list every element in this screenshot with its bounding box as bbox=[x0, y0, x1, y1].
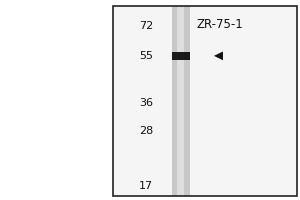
Bar bbox=[172, 52, 190, 60]
Text: 36: 36 bbox=[139, 98, 153, 108]
Text: 28: 28 bbox=[139, 126, 153, 136]
Bar bbox=[112, 6, 297, 196]
Polygon shape bbox=[214, 51, 223, 60]
Bar bbox=[172, 6, 190, 196]
Bar bbox=[177, 6, 184, 196]
Bar bbox=[112, 6, 297, 196]
Text: 72: 72 bbox=[139, 21, 153, 31]
Text: ZR-75-1: ZR-75-1 bbox=[196, 18, 243, 30]
Text: 17: 17 bbox=[139, 181, 153, 191]
Text: 55: 55 bbox=[139, 51, 153, 61]
